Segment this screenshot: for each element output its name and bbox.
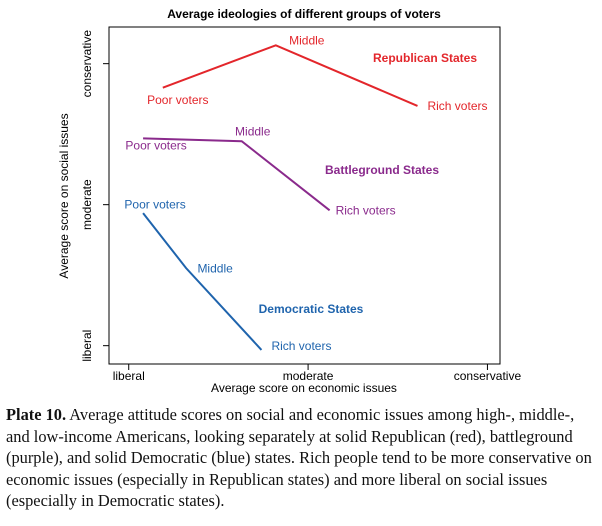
y-tick-label: liberal [80,330,94,362]
caption-label: Plate 10. [6,405,67,424]
series-name: Republican States [373,51,477,65]
caption-text: Average attitude scores on social and ec… [6,405,592,511]
y-tick-label: conservative [80,30,94,98]
series-line [143,137,331,212]
point-label: Rich voters [336,203,396,217]
caption: Plate 10. Average attitude scores on soc… [6,404,598,512]
point-label: Rich voters [271,339,331,353]
series-line [162,44,418,107]
plot-frame [108,26,501,365]
point-label: Poor voters [125,139,186,153]
series-name: Battleground States [325,163,439,177]
chart: Average ideologies of different groups o… [57,7,522,395]
point-label: Middle [289,34,325,48]
series-name: Democratic States [259,302,364,316]
point-label: Middle [235,124,271,138]
point-label: Poor voters [147,93,208,107]
x-tick-label: conservative [454,369,522,383]
chart-title: Average ideologies of different groups o… [167,7,441,21]
x-tick-label: moderate [283,369,334,383]
series-line [142,212,263,351]
y-tick-label: moderate [80,179,94,230]
point-label: Rich voters [427,99,487,113]
x-tick-label: liberal [113,369,145,383]
y-axis-label: Average score on social issues [57,113,71,278]
point-label: Middle [197,261,233,275]
x-axis-label: Average score on economic issues [211,381,397,395]
point-label: Poor voters [124,197,185,211]
